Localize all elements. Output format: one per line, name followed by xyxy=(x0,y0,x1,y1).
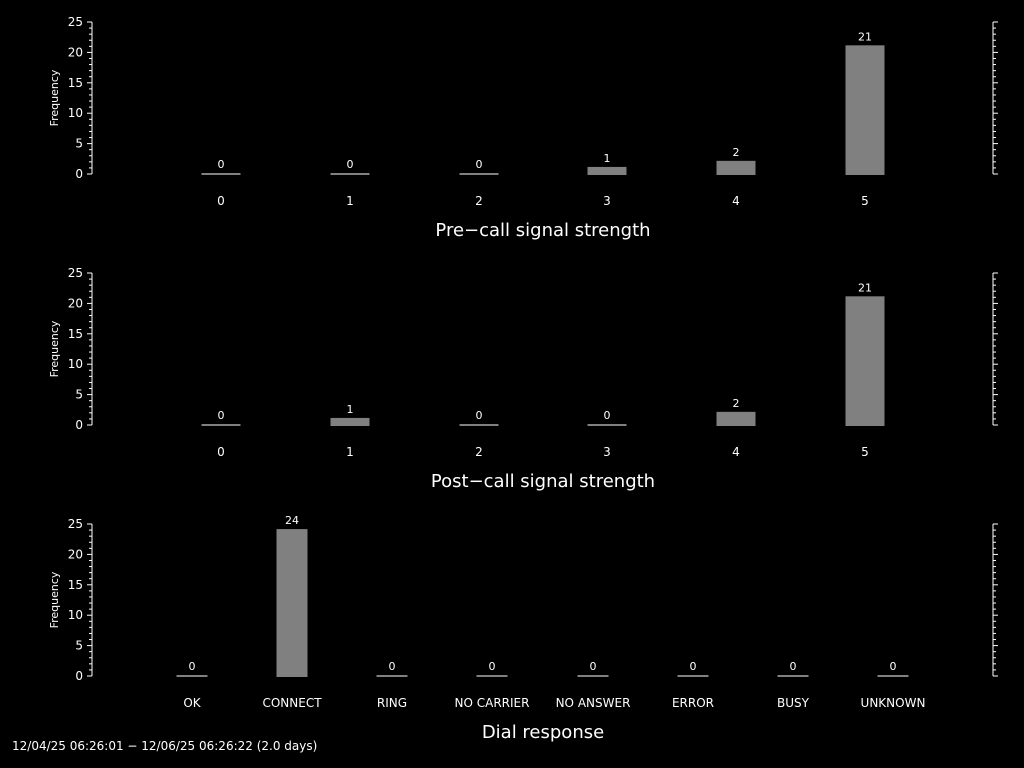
panel2-y-tick-label: 20 xyxy=(68,296,83,310)
panel3-bar xyxy=(376,675,408,677)
panel2-data-label: 0 xyxy=(218,409,225,422)
panel1-y-tick-label: 15 xyxy=(68,76,83,90)
panel1-data-label: 0 xyxy=(476,158,483,171)
panel3-data-label: 0 xyxy=(690,660,697,673)
panel2-y-tick-label: 5 xyxy=(75,388,83,402)
panel2-bar xyxy=(716,411,756,426)
panel1-data-label: 1 xyxy=(604,152,611,165)
panel1-data-label: 0 xyxy=(347,158,354,171)
panel1-bar xyxy=(845,45,885,175)
panel2-data-label: 21 xyxy=(858,281,872,294)
date-range-footer: 12/04/25 06:26:01 − 12/06/25 06:26:22 (2… xyxy=(12,739,318,753)
panel1-y-tick-label: 0 xyxy=(75,167,83,181)
panel3-data-label: 0 xyxy=(189,660,196,673)
panel1-bar xyxy=(330,173,370,175)
panel2-category-label: 3 xyxy=(603,445,611,459)
panel1-y-axis-title: Frequency xyxy=(48,69,61,126)
panel2-category-label: 1 xyxy=(346,445,354,459)
panel3-bar xyxy=(877,675,909,677)
panel2-data-label: 0 xyxy=(476,409,483,422)
panel2-data-label: 1 xyxy=(347,403,354,416)
panel1-data-label: 21 xyxy=(858,30,872,43)
panel2-bar xyxy=(459,424,499,426)
panel3-bar xyxy=(777,675,809,677)
panel3-data-label: 0 xyxy=(890,660,897,673)
panel3-data-label: 0 xyxy=(590,660,597,673)
panel2-data-label: 0 xyxy=(604,409,611,422)
panel3-y-tick-label: 20 xyxy=(68,547,83,561)
panel3-data-label: 0 xyxy=(790,660,797,673)
panel2-y-tick-label: 10 xyxy=(68,357,83,371)
panel2-category-label: 2 xyxy=(475,445,483,459)
panel3-category-label: RING xyxy=(377,696,407,710)
panel1-category-label: 0 xyxy=(217,194,225,208)
panel3-bar xyxy=(577,675,609,677)
panel1-category-label: 3 xyxy=(603,194,611,208)
panel3-category-label: UNKNOWN xyxy=(861,696,926,710)
panel2-y-tick-label: 25 xyxy=(68,266,83,280)
panel2-y-tick-label: 0 xyxy=(75,418,83,432)
panel2-category-label: 4 xyxy=(732,445,740,459)
panel2-x-axis-title: Post−call signal strength xyxy=(431,471,655,492)
panel1-category-label: 5 xyxy=(861,194,869,208)
panel1-data-label: 0 xyxy=(218,158,225,171)
panel2-category-label: 5 xyxy=(861,445,869,459)
panel1-category-label: 4 xyxy=(732,194,740,208)
panel3-data-label: 0 xyxy=(489,660,496,673)
panel3-bar xyxy=(476,675,508,677)
panel3-y-axis-title: Frequency xyxy=(48,571,61,628)
panel3-y-tick-label: 15 xyxy=(68,578,83,592)
panel1-x-axis-title: Pre−call signal strength xyxy=(435,220,650,241)
panel2-bar xyxy=(845,296,885,426)
panel2-bar xyxy=(330,417,370,426)
panel1-data-label: 2 xyxy=(733,146,740,159)
panel3-category-label: NO ANSWER xyxy=(556,696,631,710)
panel3-bar xyxy=(176,675,208,677)
panel1-y-tick-label: 20 xyxy=(68,45,83,59)
panel3-category-label: BUSY xyxy=(777,696,810,710)
panel1-bar xyxy=(201,173,241,175)
panel3-category-label: OK xyxy=(183,696,201,710)
panel3-y-tick-label: 10 xyxy=(68,608,83,622)
panel3-category-label: CONNECT xyxy=(262,696,322,710)
panel2-data-label: 2 xyxy=(733,397,740,410)
panel3-y-tick-label: 0 xyxy=(75,669,83,683)
panel2-category-label: 0 xyxy=(217,445,225,459)
panel3-data-label: 0 xyxy=(389,660,396,673)
panel1-bar xyxy=(716,160,756,175)
panel3-category-label: ERROR xyxy=(672,696,714,710)
panel1-category-label: 2 xyxy=(475,194,483,208)
panel3-bar xyxy=(276,529,308,677)
panel3-y-tick-label: 5 xyxy=(75,639,83,653)
panel1-y-tick-label: 25 xyxy=(68,15,83,29)
panel1-category-label: 1 xyxy=(346,194,354,208)
panel3-category-label: NO CARRIER xyxy=(455,696,530,710)
panel2-bar xyxy=(201,424,241,426)
panel2-y-axis-title: Frequency xyxy=(48,320,61,377)
panel1-bar xyxy=(459,173,499,175)
panel3-y-tick-label: 25 xyxy=(68,517,83,531)
panel1-y-tick-label: 5 xyxy=(75,137,83,151)
panel3-bar xyxy=(677,675,709,677)
panel1-bar xyxy=(587,166,627,175)
panel3-data-label: 24 xyxy=(285,514,299,527)
panel2-y-tick-label: 15 xyxy=(68,327,83,341)
panel2-bar xyxy=(587,424,627,426)
panel3-x-axis-title: Dial response xyxy=(482,722,604,743)
panel1-y-tick-label: 10 xyxy=(68,106,83,120)
